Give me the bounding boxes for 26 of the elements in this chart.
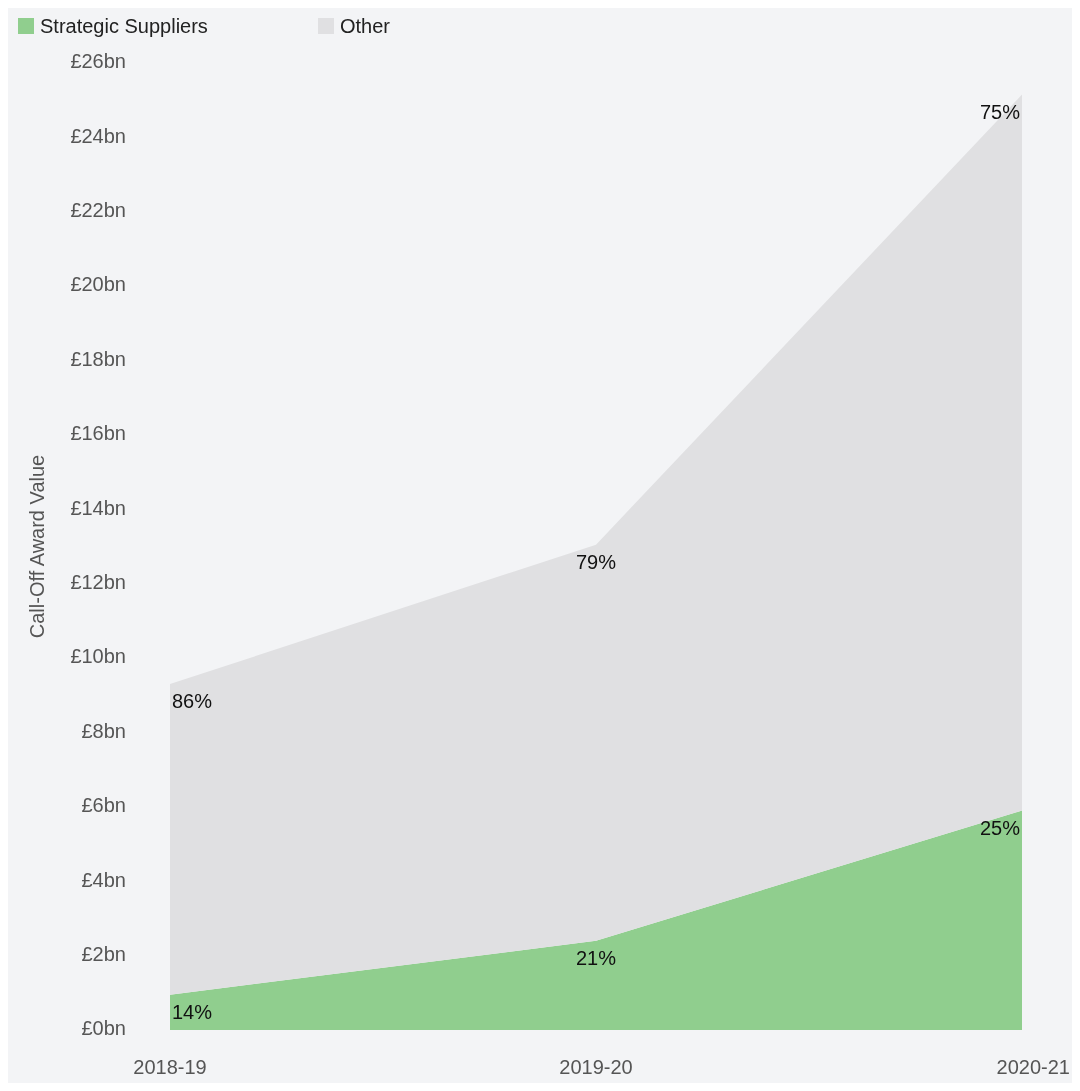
- annotation: 86%: [172, 690, 213, 713]
- y-tick-label: £22bn: [70, 199, 126, 222]
- annotation: 21%: [575, 946, 617, 969]
- y-tick-label: £12bn: [70, 570, 126, 593]
- y-axis-title: Call-Off Award Value: [26, 454, 48, 639]
- annotation: 75%: [979, 100, 1021, 123]
- y-tick-label: £2bn: [81, 942, 126, 965]
- y-tick-label: £4bn: [81, 868, 126, 891]
- y-tick-label: £20bn: [70, 273, 126, 296]
- x-tick-label: 2018-19: [133, 1056, 207, 1078]
- y-tick-label: £14bn: [70, 496, 126, 519]
- y-tick-label: £10bn: [70, 645, 126, 668]
- y-tick-label: £16bn: [70, 422, 126, 445]
- y-tick-label: £26bn: [70, 50, 126, 73]
- legend-label: Other: [340, 15, 391, 37]
- y-tick-label: £6bn: [81, 794, 126, 817]
- legend-label: Strategic Suppliers: [40, 15, 208, 37]
- y-tick-label: £0bn: [81, 1017, 126, 1040]
- annotation: 79%: [575, 550, 617, 573]
- annotation: 14%: [172, 1000, 213, 1023]
- y-tick-label: £18bn: [70, 347, 126, 370]
- x-tick-label: 2020-21: [996, 1056, 1070, 1078]
- x-tick-label: 2019-20: [559, 1056, 633, 1078]
- y-tick-label: £8bn: [81, 719, 126, 742]
- y-tick-label: £24bn: [70, 124, 126, 147]
- annotation: 25%: [979, 816, 1021, 839]
